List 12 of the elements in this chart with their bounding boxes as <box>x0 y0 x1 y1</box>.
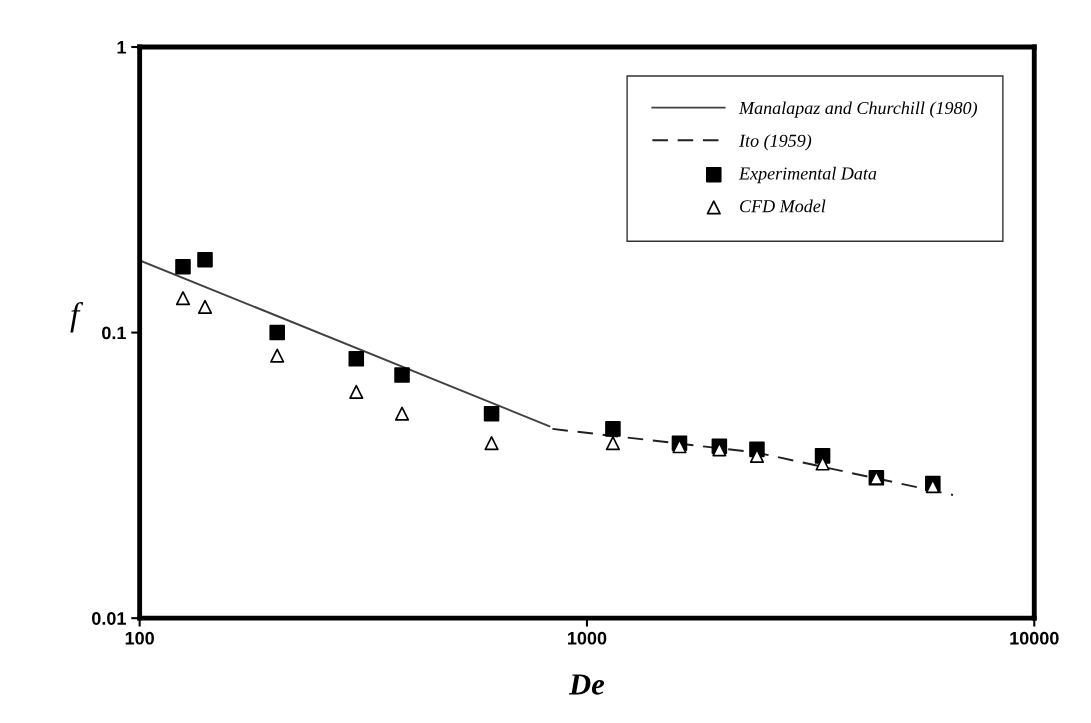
y-tick-label: 0.1 <box>102 326 126 340</box>
x-tick-label: 10000 <box>1010 631 1059 645</box>
y-axis-title: f <box>70 302 84 333</box>
y-tick-label: 1 <box>117 41 126 54</box>
y-tick-label: 0.01 <box>92 612 126 625</box>
x-tick-label: 1000 <box>568 631 607 645</box>
x-tick-label: 100 <box>125 631 154 645</box>
legend-label: Experimental Data <box>738 166 877 184</box>
x-axis-title: De <box>568 674 605 695</box>
legend-label: CFD Model <box>740 199 826 213</box>
legend-label: Ito (1959) <box>738 134 812 151</box>
legend-label: Manalapaz and Churchill (1980) <box>738 101 978 118</box>
